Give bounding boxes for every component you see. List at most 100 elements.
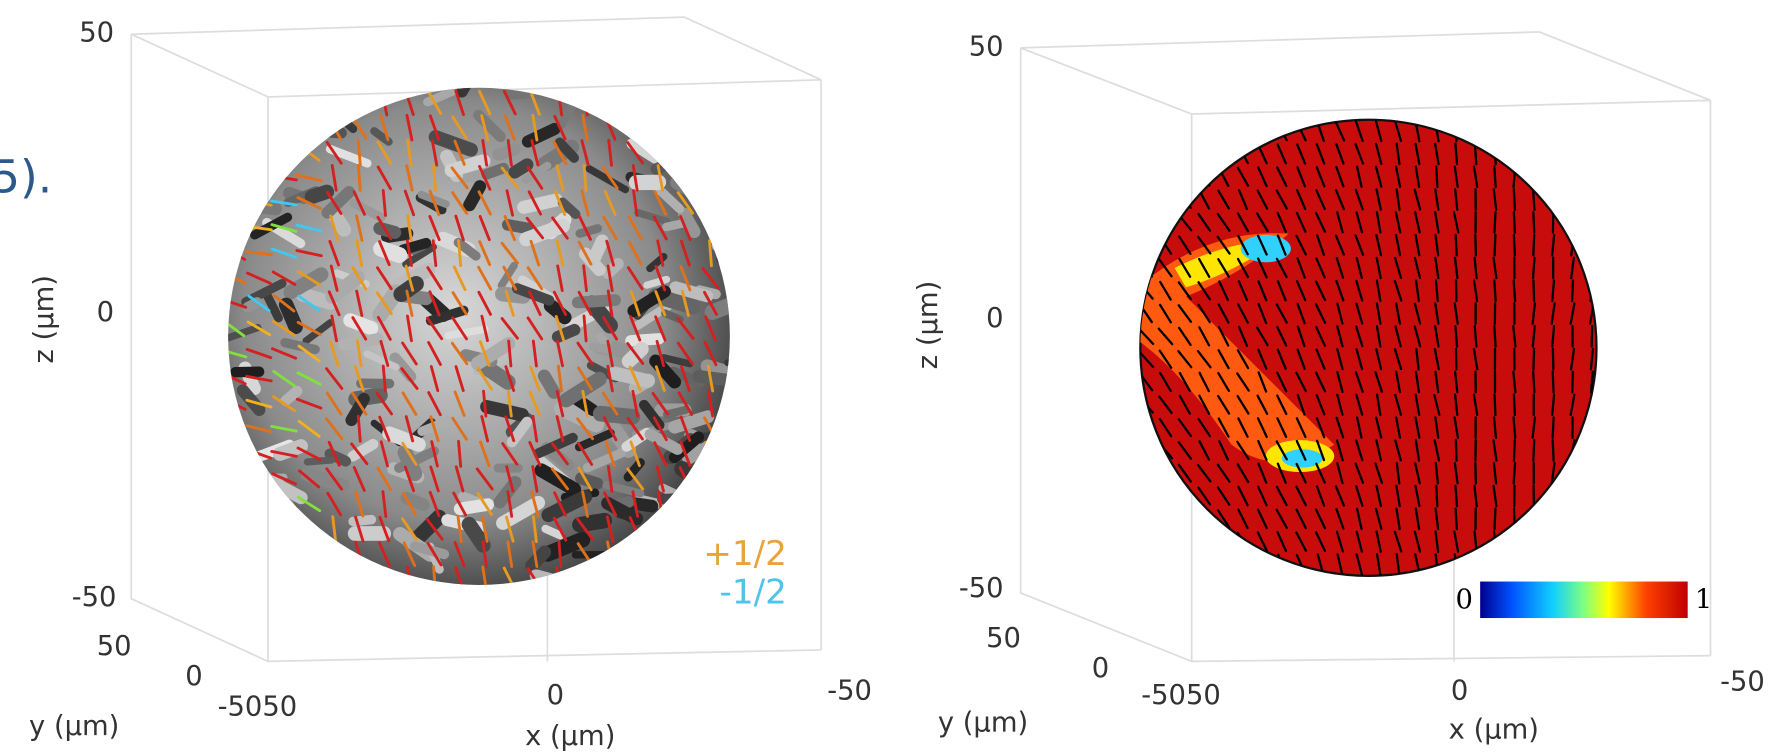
- director: [221, 176, 246, 180]
- director: [1474, 554, 1478, 574]
- director: [224, 221, 245, 235]
- director: [249, 547, 270, 561]
- texture-streak: [305, 542, 318, 555]
- director: [1553, 417, 1554, 438]
- director: [1198, 533, 1210, 550]
- z-label: z (µm): [29, 275, 60, 363]
- director: [1514, 440, 1515, 461]
- director: [1553, 440, 1554, 461]
- texture-streak: [669, 162, 703, 172]
- director: [708, 166, 713, 191]
- director: [1572, 372, 1573, 393]
- texture-streak: [228, 553, 243, 563]
- texture-streak: [259, 542, 284, 562]
- y-tick: 0: [185, 661, 202, 692]
- x-tick: -50: [827, 676, 872, 707]
- director: [249, 121, 270, 135]
- director: [1533, 235, 1534, 256]
- director: [1591, 121, 1592, 141]
- texture-streak: [329, 107, 353, 128]
- director: [224, 471, 243, 487]
- director: [1533, 349, 1534, 370]
- director: [1494, 326, 1495, 346]
- texture-streak: [348, 573, 377, 576]
- director: [1199, 555, 1209, 573]
- director: [1140, 465, 1152, 482]
- director: [329, 543, 339, 566]
- director: [1572, 212, 1573, 232]
- director: [1553, 144, 1554, 165]
- director: [657, 90, 663, 114]
- z-label: z (µm): [913, 281, 944, 369]
- director: [1456, 509, 1457, 529]
- texture-streak: [709, 104, 735, 114]
- director: [1159, 488, 1172, 504]
- director: [1514, 235, 1515, 255]
- director: [706, 442, 716, 465]
- director: [680, 91, 691, 114]
- director: [249, 572, 270, 586]
- director: [1495, 509, 1496, 530]
- director: [1514, 212, 1515, 232]
- director: [703, 118, 718, 138]
- director: [1494, 144, 1495, 164]
- director: [1513, 144, 1515, 164]
- director: [1494, 167, 1495, 187]
- texture-streak: [403, 243, 426, 250]
- texture-streak: [326, 103, 358, 109]
- director: [710, 466, 712, 491]
- texture-streak: [511, 91, 546, 93]
- director: [222, 148, 245, 157]
- texture-streak: [662, 497, 687, 499]
- director: [1592, 235, 1593, 256]
- director: [1140, 442, 1152, 459]
- texture-streak: [306, 99, 326, 118]
- texture-streak: [700, 115, 714, 121]
- texture-streak: [640, 561, 651, 572]
- director: [1475, 235, 1476, 256]
- director: [273, 573, 295, 585]
- director: [1179, 122, 1190, 139]
- director: [1514, 121, 1516, 141]
- texture-streak: [721, 243, 744, 259]
- legend-minus: -1/2: [720, 573, 787, 613]
- director: [1160, 510, 1172, 527]
- director: [272, 149, 296, 157]
- director: [1180, 168, 1191, 186]
- director: [1178, 146, 1191, 162]
- director: [1140, 169, 1152, 185]
- director: [1159, 146, 1172, 162]
- texture-streak: [676, 287, 708, 296]
- director: [679, 543, 691, 565]
- texture-streak: [718, 246, 754, 249]
- texture-streak: [665, 555, 693, 559]
- texture-streak: [286, 391, 298, 401]
- director: [434, 567, 436, 592]
- texture-streak: [721, 193, 755, 198]
- director: [1160, 214, 1171, 231]
- director: [1199, 168, 1210, 186]
- director: [1475, 144, 1476, 164]
- director: [273, 122, 295, 134]
- director: [629, 568, 641, 590]
- director: [678, 117, 692, 138]
- y-label: y (µm): [938, 708, 1028, 739]
- z-tick: 50: [79, 18, 114, 49]
- texture-streak: [634, 587, 660, 600]
- director: [1533, 281, 1534, 302]
- texture-streak: [350, 320, 371, 328]
- texture-streak: [487, 407, 522, 415]
- director: [248, 524, 271, 535]
- director: [710, 241, 712, 266]
- director: [630, 91, 641, 114]
- director: [1159, 123, 1171, 139]
- director: [1553, 166, 1554, 187]
- texture-streak: [269, 556, 286, 570]
- x-tick: 0: [547, 680, 564, 711]
- director: [1591, 167, 1593, 187]
- director: [1436, 166, 1437, 186]
- z-tick: 50: [969, 31, 1004, 62]
- director: [606, 91, 613, 115]
- texture-streak: [247, 140, 259, 159]
- texture-streak: [719, 515, 756, 524]
